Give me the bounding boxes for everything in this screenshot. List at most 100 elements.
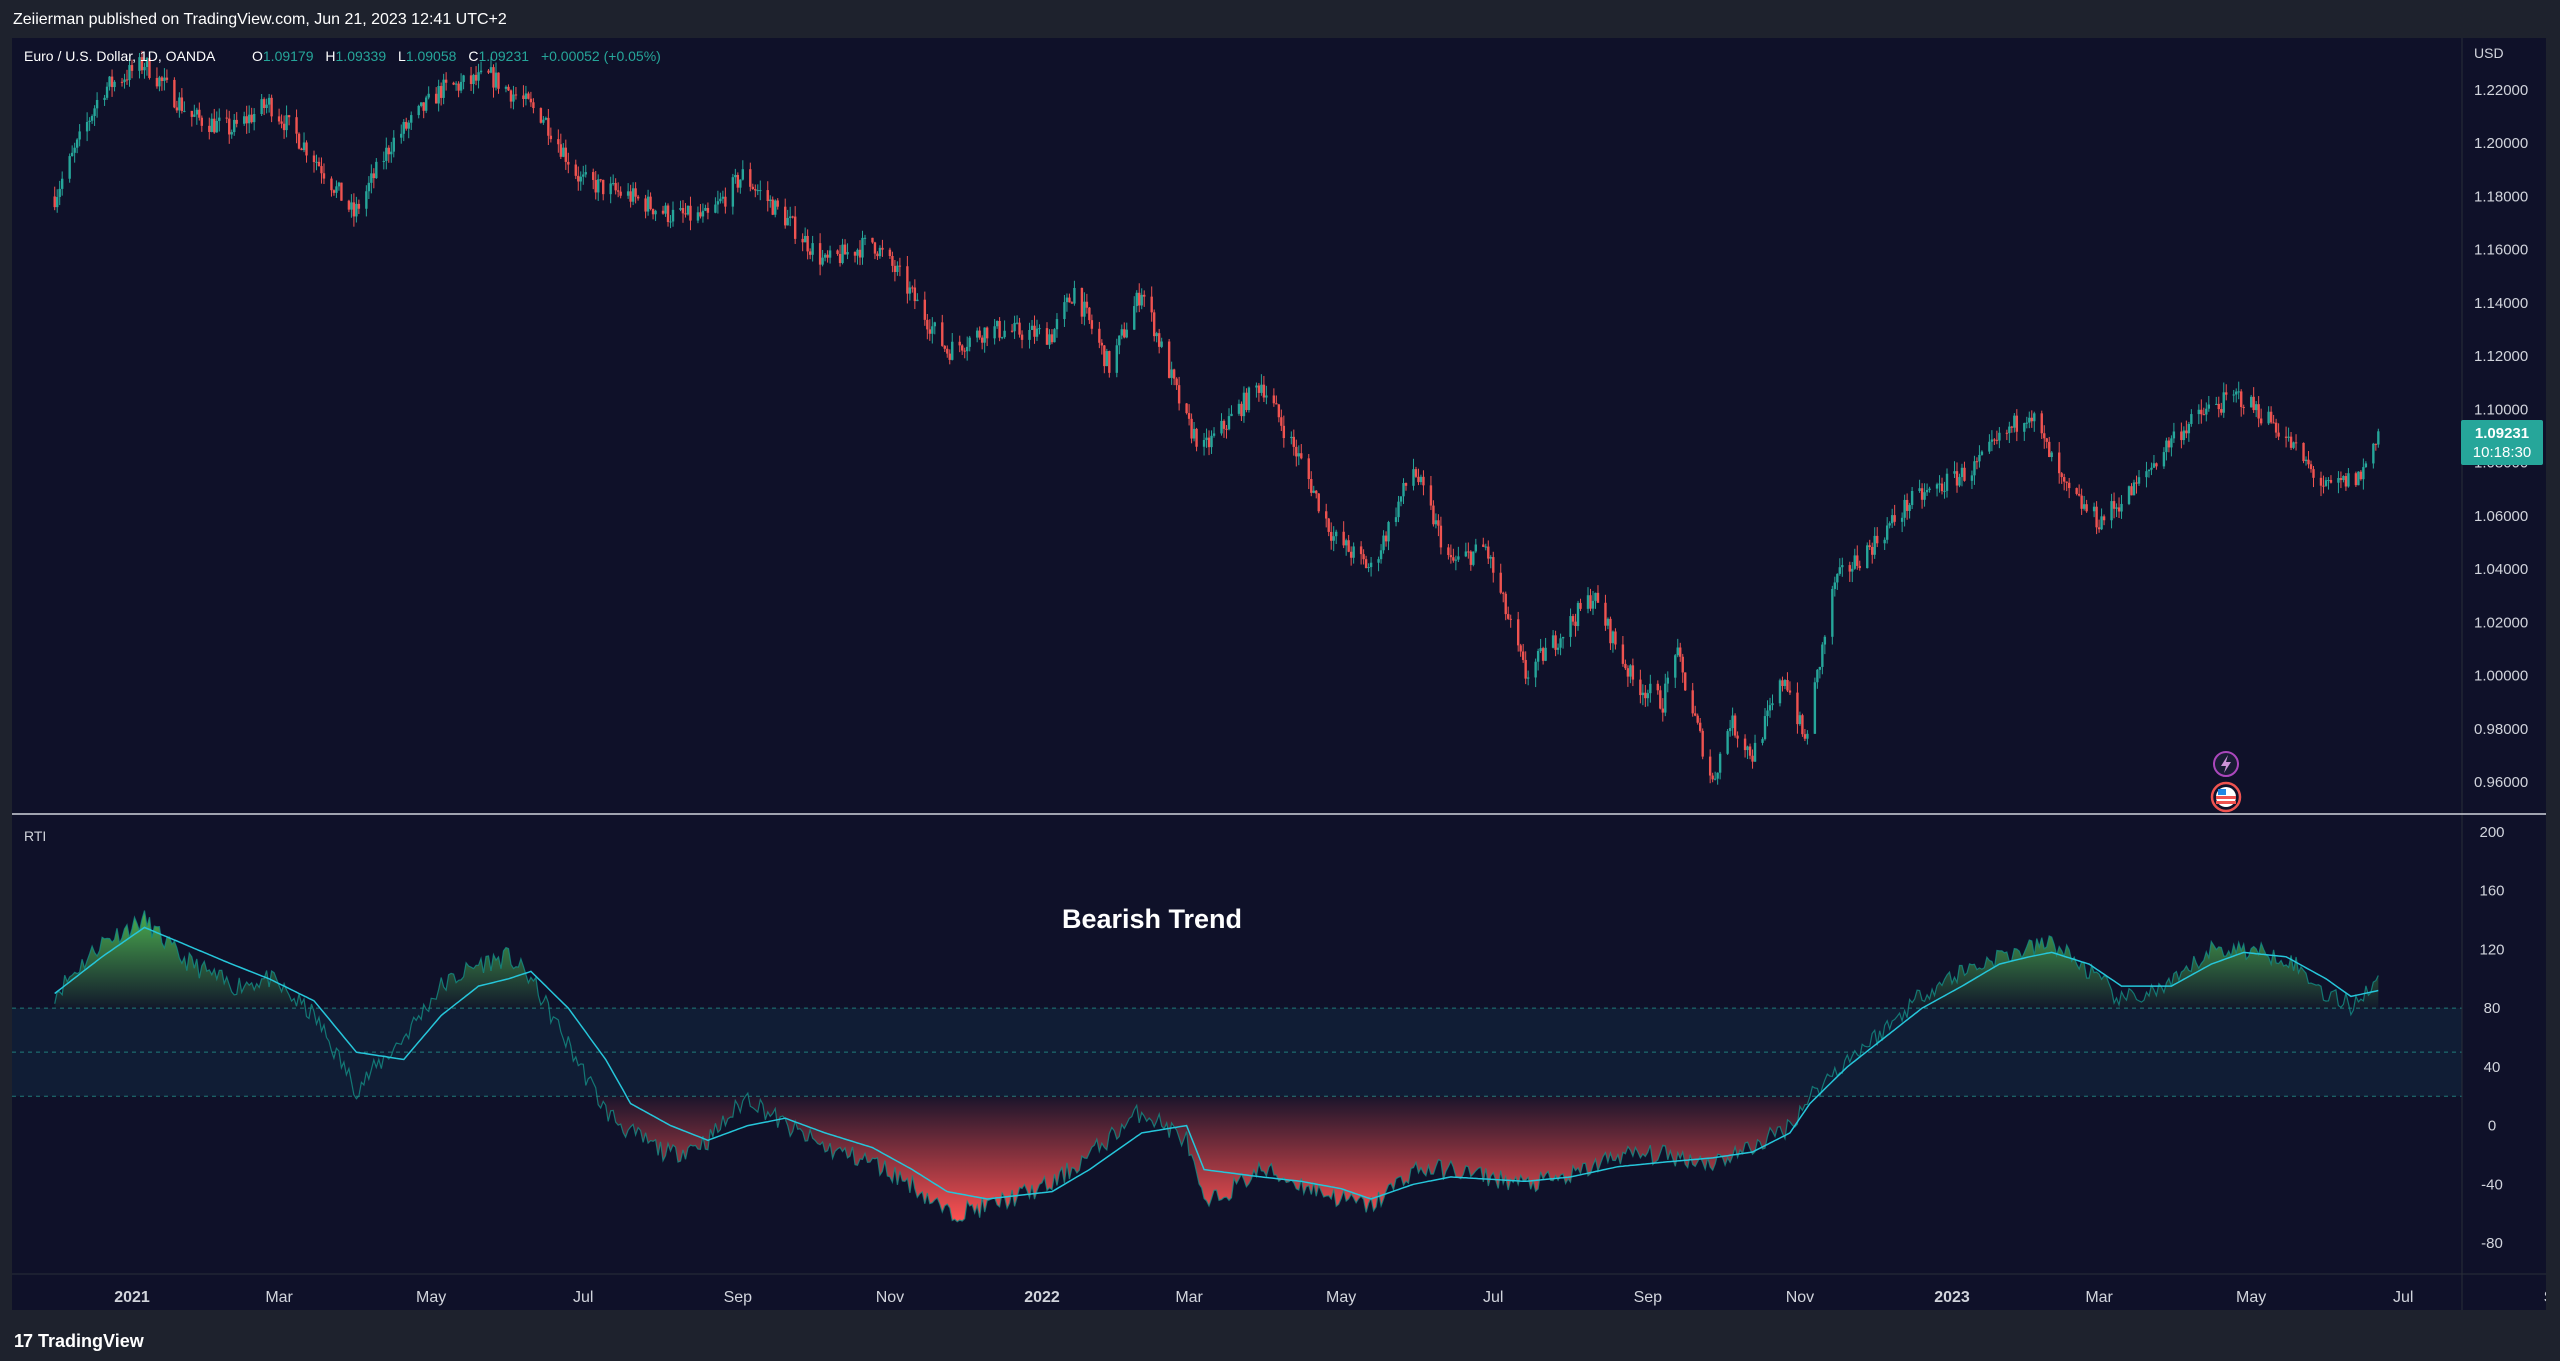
candle-body <box>1369 562 1373 568</box>
candle-body <box>1554 635 1557 650</box>
candle-body <box>1437 520 1440 526</box>
candle-body <box>1938 483 1941 485</box>
candle-body <box>160 77 164 82</box>
candle-body <box>1990 439 1994 442</box>
candle-body <box>2324 480 2328 486</box>
chart-svg[interactable]: 1.22000 1.20000 1.18000 1.16000 1.14000 1.120… <box>12 38 2560 1310</box>
candle-body <box>1379 550 1383 560</box>
candle-body <box>1434 520 1438 525</box>
candle-body <box>549 135 553 140</box>
candle-body <box>1347 540 1350 552</box>
candle-body <box>1464 551 1468 557</box>
candle-body <box>1579 602 1582 609</box>
candle-body <box>2232 394 2235 396</box>
candle-body <box>282 123 286 131</box>
candle-body <box>2162 452 2166 467</box>
candle-body <box>2185 430 2188 434</box>
candle-body <box>1708 756 1712 776</box>
candle-body <box>769 199 772 202</box>
candle-body <box>1010 330 1014 332</box>
candle-body <box>110 76 114 88</box>
candle-body <box>644 198 647 212</box>
candle-body <box>980 337 984 343</box>
candle-body <box>734 174 737 178</box>
candle-body <box>1377 559 1380 563</box>
candle-body <box>1731 715 1734 729</box>
candle-body <box>1656 683 1660 691</box>
candle-body <box>1963 467 1966 481</box>
candle-body <box>1055 319 1059 330</box>
candle-body <box>1888 523 1891 526</box>
candle-body <box>941 322 944 346</box>
candle-body <box>1751 755 1754 762</box>
candle-body <box>1556 647 1560 650</box>
candle-body <box>951 341 954 360</box>
candle-body <box>2102 516 2106 521</box>
candle-body <box>287 115 291 118</box>
candle-body <box>335 186 338 193</box>
candle-body <box>2145 471 2148 478</box>
candle-body <box>1778 680 1782 704</box>
candle-body <box>896 265 899 273</box>
candle-body <box>1242 392 1246 417</box>
candle-body <box>1013 322 1016 332</box>
candle-body <box>661 210 665 214</box>
candle-body <box>791 216 794 218</box>
candle-body <box>1586 595 1590 609</box>
candle-body <box>1798 715 1802 725</box>
candle-body <box>1177 385 1181 404</box>
candle-body <box>724 196 727 207</box>
candle-body <box>649 196 652 210</box>
candle-body <box>594 179 597 193</box>
candle-body <box>636 196 640 199</box>
candle-body <box>968 337 971 347</box>
candle-body <box>1404 483 1408 486</box>
chart-area[interactable]: 1.22000 1.20000 1.18000 1.16000 1.14000 1.120… <box>12 38 2560 1310</box>
candle-body <box>1596 592 1600 603</box>
candle-body <box>509 90 513 102</box>
ohlc-readout: O1.09179 H1.09339 L1.09058 C1.09231 +0.0… <box>252 48 661 64</box>
lightning-icon[interactable] <box>2213 751 2239 777</box>
candle-body <box>262 99 266 108</box>
price-tick-label: 1.06000 <box>2474 508 2528 525</box>
candle-body <box>1210 435 1213 448</box>
candle-body <box>1694 713 1697 716</box>
candle-body <box>966 346 969 352</box>
candle-body <box>651 209 655 215</box>
candle-body <box>774 200 777 215</box>
candle-body <box>2015 415 2019 432</box>
candle-body <box>891 256 894 266</box>
candle-body <box>1816 669 1819 683</box>
candle-body <box>893 265 897 273</box>
candle-body <box>602 179 605 195</box>
candle-body <box>1551 635 1555 648</box>
candle-body <box>898 265 902 267</box>
candle-body <box>75 139 79 148</box>
candle-body <box>1065 297 1069 303</box>
candle-body <box>235 119 238 124</box>
candle-body <box>679 207 682 210</box>
candle-body <box>1063 302 1066 320</box>
candle-body <box>145 58 149 67</box>
candle-body <box>801 238 804 243</box>
candle-body <box>228 118 231 135</box>
candle-body <box>295 117 298 134</box>
candle-body <box>1674 655 1677 678</box>
candle-body <box>1484 546 1487 548</box>
price-tick-label: 1.04000 <box>2474 561 2528 578</box>
candle-body <box>2339 478 2343 481</box>
candle-body <box>2117 507 2121 512</box>
candle-body <box>2082 504 2086 509</box>
candle-body <box>958 341 961 346</box>
candle-body <box>2252 396 2255 411</box>
event-icons[interactable] <box>2210 751 2242 813</box>
candle-body <box>1382 535 1385 551</box>
candle-body <box>1170 369 1173 378</box>
candle-body <box>439 86 443 98</box>
tradingview-logo[interactable]: 17 TradingView <box>14 1331 144 1352</box>
candle-body <box>2170 438 2173 448</box>
candle-body <box>1277 404 1281 418</box>
candle-body <box>424 97 428 111</box>
us-flag-icon[interactable] <box>2210 781 2242 813</box>
candle-body <box>2165 440 2168 453</box>
